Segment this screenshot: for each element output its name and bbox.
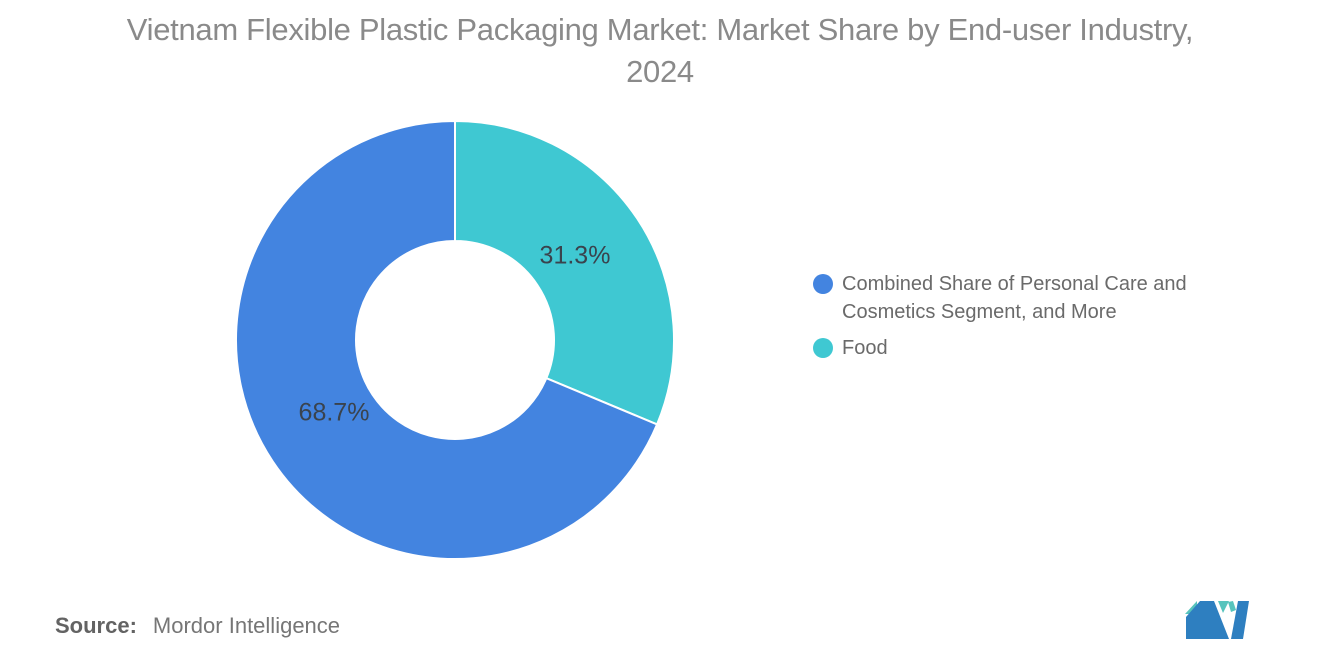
source-line: Source: Mordor Intelligence [55, 613, 340, 639]
source-prefix: Source: [55, 613, 137, 638]
slice-label-combined: 68.7% [298, 398, 370, 427]
chart-title-line1: Vietnam Flexible Plastic Packaging Marke… [126, 12, 1194, 47]
mordor-intelligence-logo [1185, 599, 1251, 641]
mordor-logo-icon [1185, 601, 1249, 639]
legend-label-food: Food [842, 337, 888, 359]
legend-item-food[interactable]: Food [813, 334, 1250, 362]
slice-label-food: 31.3% [539, 241, 611, 270]
legend: Combined Share of Personal Care and Cosm… [813, 270, 1250, 362]
chart-title: Vietnam Flexible Plastic Packaging Marke… [0, 9, 1320, 93]
source-text: Mordor Intelligence [152, 613, 341, 638]
donut-slice-food[interactable] [454, 120, 675, 426]
chart-title-line2: 2024 [626, 54, 694, 89]
legend-marker-food-icon [813, 338, 833, 358]
donut-svg [235, 120, 675, 560]
legend-marker-combined-icon [813, 274, 833, 294]
donut-chart: 68.7% 31.3% [235, 120, 675, 560]
legend-item-combined[interactable]: Combined Share of Personal Care and Cosm… [813, 270, 1250, 326]
donut-slice-combined[interactable] [235, 120, 659, 560]
legend-label-combined: Combined Share of Personal Care and Cosm… [842, 273, 1187, 323]
